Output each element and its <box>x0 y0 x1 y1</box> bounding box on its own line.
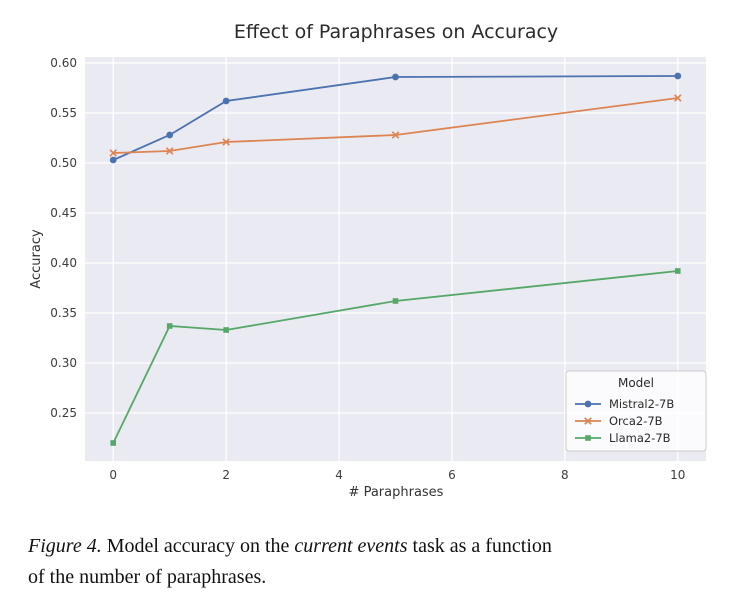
y-tick-label: 0.30 <box>50 356 77 370</box>
series-llama2-7b <box>110 268 681 446</box>
marker-circle <box>392 73 399 81</box>
marker-square <box>110 440 117 446</box>
figure-label: Figure 4. <box>28 535 102 557</box>
x-tick-label: 6 <box>448 468 456 482</box>
series-orca2-7b <box>109 94 682 157</box>
marker-circle <box>222 97 230 105</box>
legend: Model Mistral2-7B Orca2-7B Llama2-7B <box>565 370 707 452</box>
marker-circle <box>584 400 592 408</box>
marker-x <box>673 94 682 102</box>
x-tick-label: 4 <box>335 468 343 482</box>
y-tick-label: 0.45 <box>50 206 77 220</box>
y-axis-label: Accuracy <box>29 229 44 289</box>
marker-circle <box>109 156 117 164</box>
legend-label: Llama2-7B <box>609 431 671 445</box>
marker-square <box>166 323 173 329</box>
y-tick-label: 0.25 <box>50 406 77 420</box>
caption-emphasis: current events <box>294 535 408 557</box>
marker-x <box>222 138 230 146</box>
x-tick-label: 8 <box>561 468 569 482</box>
figure-caption: Figure 4. Model accuracy on the current … <box>28 531 722 593</box>
x-tick-label: 2 <box>222 468 230 482</box>
caption-line-2: of the number of paraphrases. <box>28 566 267 588</box>
legend-box <box>565 370 707 452</box>
x-tick-label: 0 <box>109 468 117 482</box>
caption-text: Model accuracy on the <box>101 535 295 557</box>
marker-square <box>223 327 229 333</box>
marker-x <box>584 417 592 425</box>
marker-x <box>391 131 400 139</box>
caption-line-1: Figure 4. Model accuracy on the current … <box>28 535 552 557</box>
series-mistral2-7b <box>109 72 682 164</box>
marker-x <box>109 149 118 157</box>
marker-circle <box>166 131 174 139</box>
chart-title: Effect of Paraphrases on Accuracy <box>234 21 558 43</box>
x-tick-label: 10 <box>670 468 685 482</box>
marker-x <box>165 147 174 155</box>
legend-label: Mistral2-7B <box>609 397 674 411</box>
caption-text-2: task as a function <box>407 535 552 557</box>
y-tick-label: 0.35 <box>50 306 77 320</box>
legend-label: Orca2-7B <box>609 414 663 428</box>
legend-title: Model <box>618 376 654 390</box>
marker-square <box>585 435 591 441</box>
y-tick-label: 0.50 <box>50 156 77 170</box>
plot-layer: 0 2 4 6 8 10 0.25 0.30 0.35 0.40 0.45 0.50 0.55 0.60 M… <box>50 56 707 482</box>
marker-circle <box>674 72 682 80</box>
y-tick-label: 0.55 <box>50 106 77 120</box>
accuracy-chart: Effect of Paraphrases on Accuracy # Para… <box>29 21 707 500</box>
y-tick-label: 0.60 <box>50 56 77 70</box>
x-axis-label: # Paraphrases <box>349 485 444 500</box>
marker-square <box>392 298 399 304</box>
marker-square <box>674 268 681 274</box>
y-tick-label: 0.40 <box>50 256 77 270</box>
